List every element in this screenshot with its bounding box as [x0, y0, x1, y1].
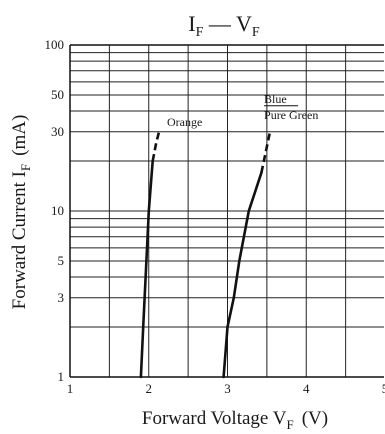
orange-curve-dashed [151, 131, 161, 162]
blue-curve-dashed [260, 131, 272, 173]
x-axis-label: Forward Voltage VF (V) [142, 408, 328, 432]
grid-lines [70, 45, 384, 377]
series-labels: Orange Blue Pure Green [167, 92, 318, 129]
x-axis-label-text: Forward Voltage V [142, 408, 287, 429]
pure-green-label: Pure Green [264, 108, 318, 122]
y-tick-label: 30 [51, 124, 64, 139]
y-axis-label-unit: (mA) [9, 115, 30, 156]
orange-curve [139, 159, 154, 379]
curves [139, 131, 272, 379]
plot-frame [69, 44, 384, 378]
y-tick-label: 5 [58, 253, 65, 268]
blue-curve [222, 171, 263, 379]
y-tick-label: 3 [58, 290, 65, 305]
chart-title: IF — VF [188, 11, 260, 40]
title-v: V [236, 11, 252, 36]
title-dash: — [203, 11, 236, 36]
x-tick-label: 2 [146, 381, 153, 396]
x-tick-label: 3 [224, 381, 231, 396]
blue-label: Blue [264, 92, 287, 106]
x-tick-label: 4 [303, 381, 310, 396]
x-tick-label: 1 [67, 381, 74, 396]
y-tick-label: 50 [51, 87, 64, 102]
x-axis-label-unit: (V) [302, 408, 328, 429]
y-tick-label: 100 [45, 37, 65, 52]
y-axis-label-sub: F [18, 164, 33, 171]
y-tick-label: 1 [58, 369, 65, 384]
x-tick-label: 5 [382, 381, 385, 396]
title-i: I [188, 11, 195, 36]
title-sub-v: F [252, 25, 260, 40]
tick-labels: 1 2 3 4 5 1 3 5 10 30 50 100 [45, 37, 385, 396]
x-axis-label-sub: F [286, 417, 293, 432]
y-tick-label: 10 [51, 203, 64, 218]
title-sub-f: F [196, 25, 204, 40]
y-axis-label: Forward Current IF (mA) [9, 115, 33, 310]
y-axis-label-text: Forward Current I [9, 171, 30, 309]
orange-label: Orange [167, 115, 202, 129]
